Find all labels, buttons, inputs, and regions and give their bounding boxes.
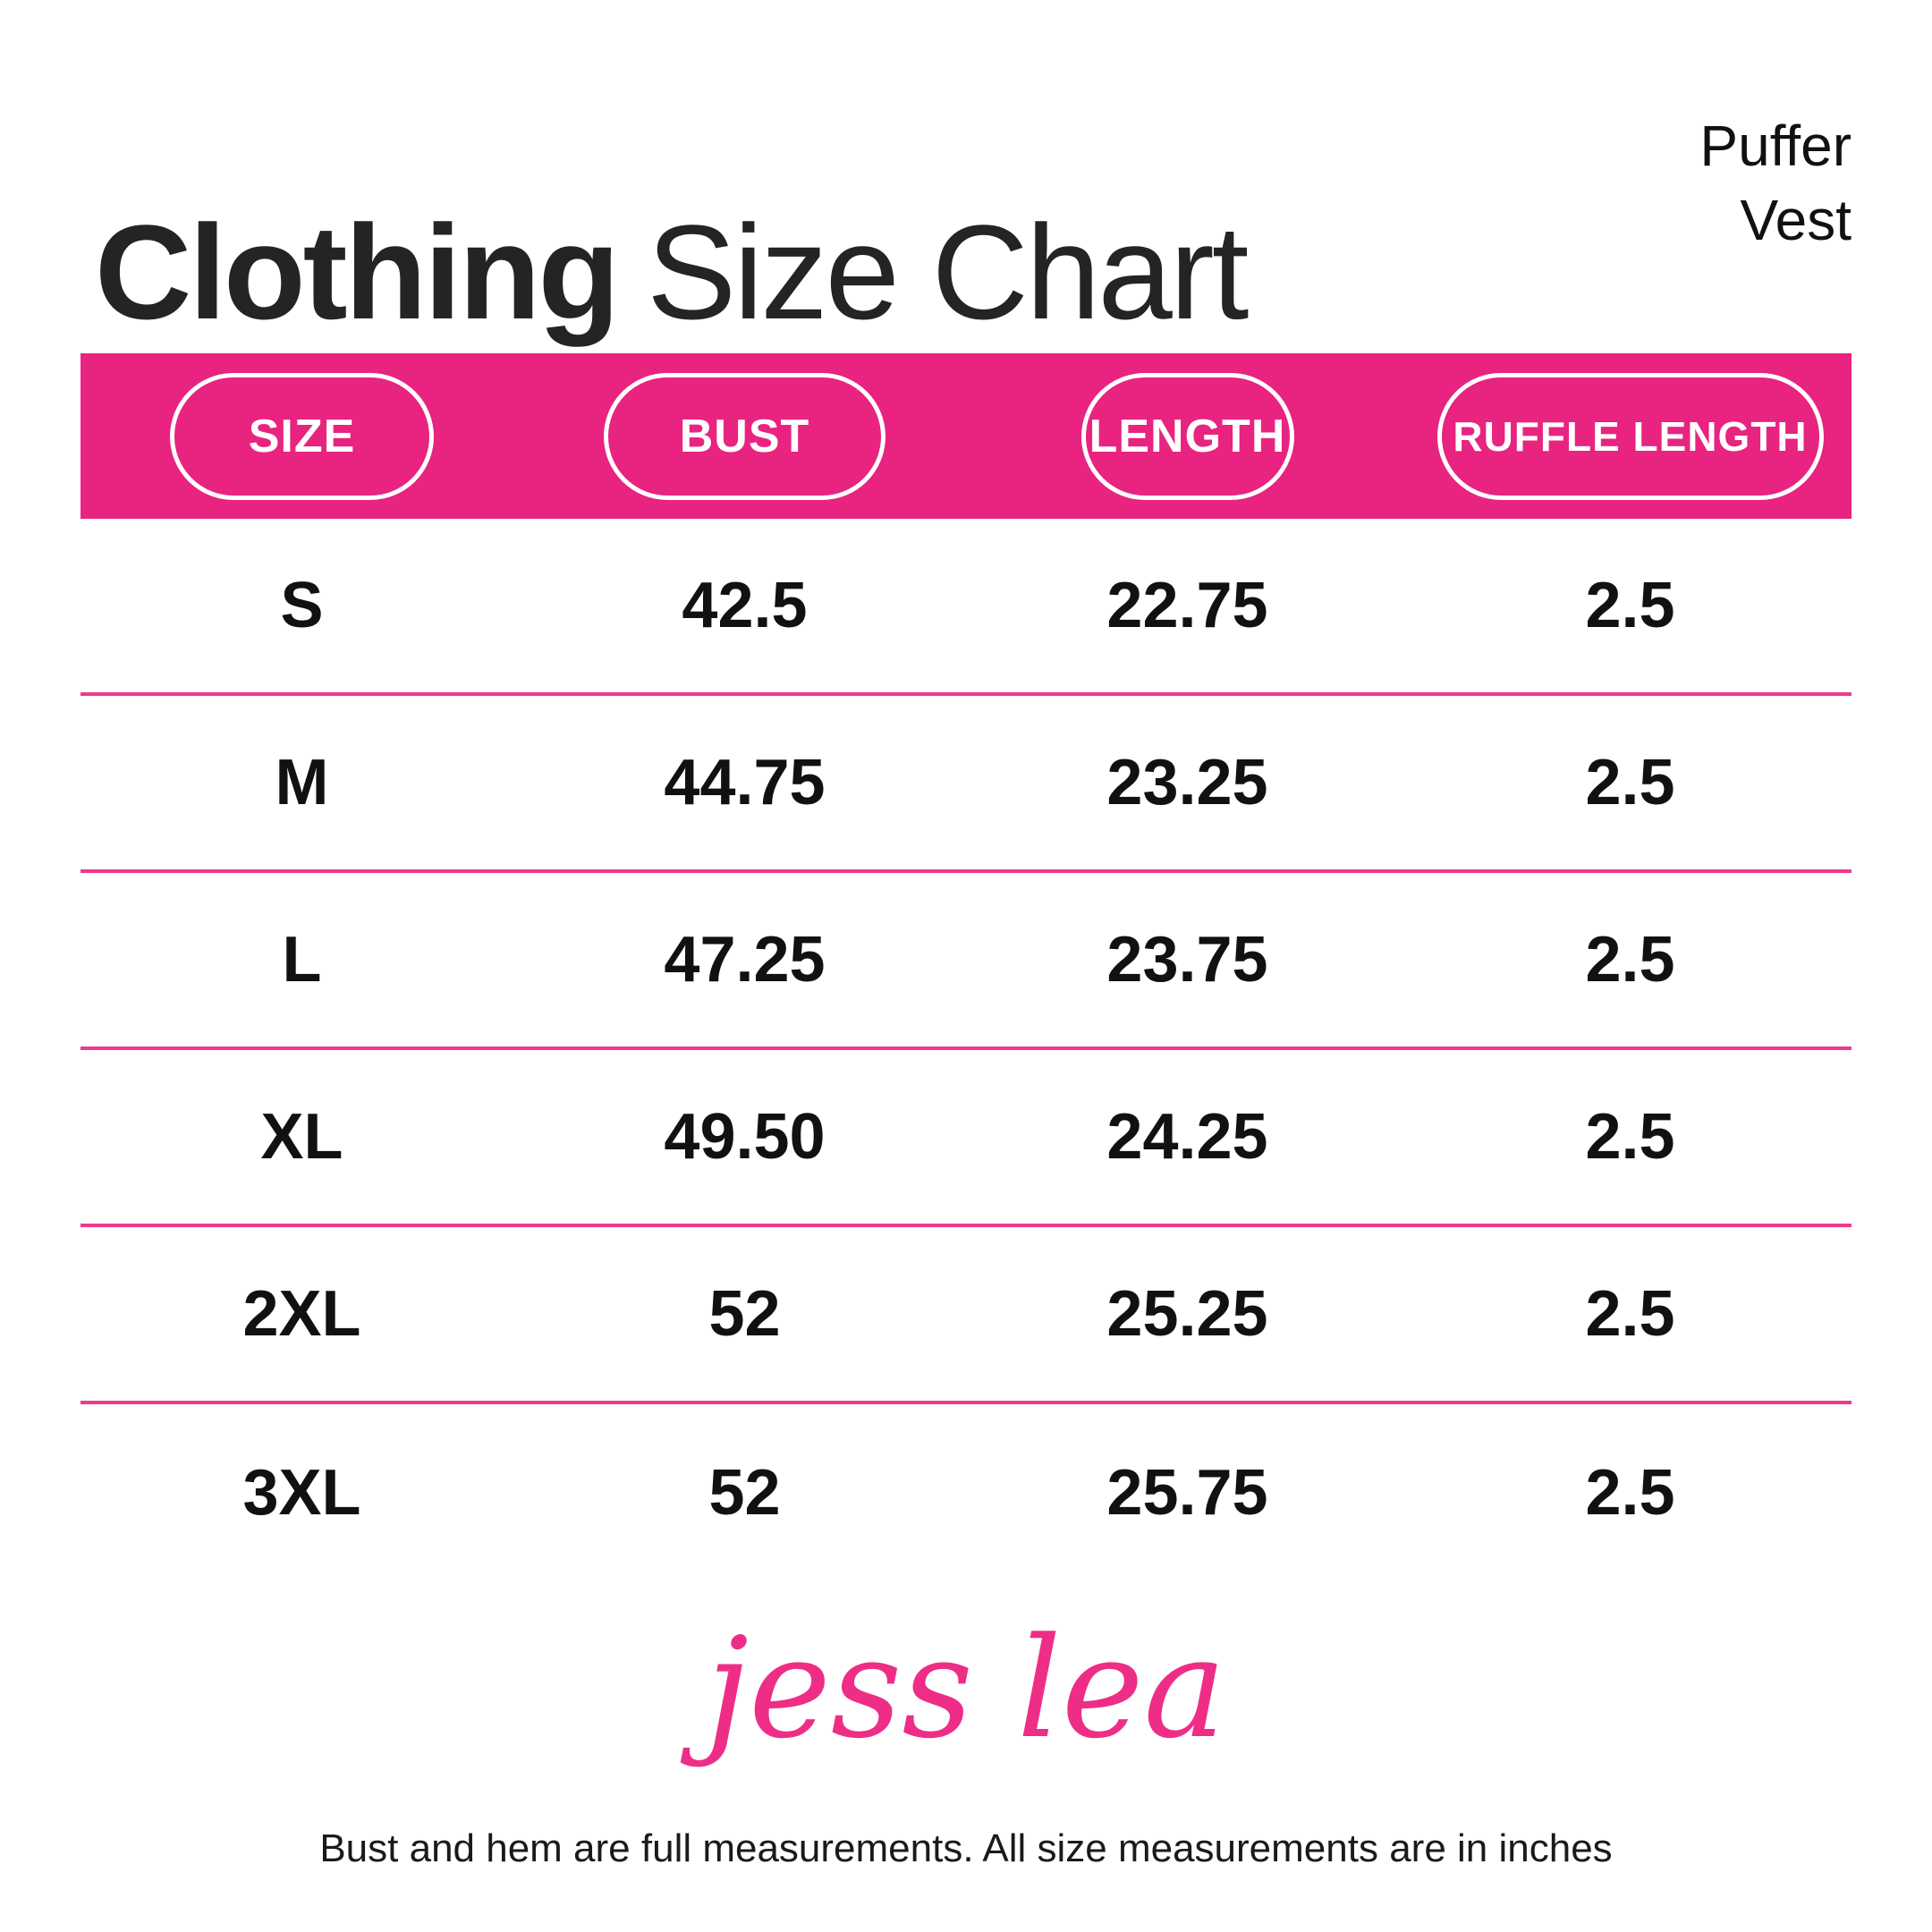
cell-bust: 44.75 [664, 747, 826, 818]
column-header-size: SIZE [170, 372, 434, 500]
cell-size: 2XL [242, 1278, 361, 1350]
table-row: 3XL 52 25.75 2.5 [80, 1404, 1852, 1581]
cell-length: 23.25 [1106, 747, 1268, 818]
page-title: Clothing Size Chart [95, 205, 1249, 339]
cell-ruffle-length: 2.5 [1585, 1457, 1675, 1529]
cell-length: 25.25 [1106, 1278, 1268, 1350]
table-row: L 47.25 23.75 2.5 [80, 873, 1852, 1050]
column-header-bust: BUST [604, 372, 886, 500]
cell-ruffle-length: 2.5 [1585, 570, 1675, 641]
header-col-size: SIZE [80, 372, 523, 500]
table-row: XL 49.50 24.25 2.5 [80, 1050, 1852, 1227]
page-title-bold: Clothing [95, 196, 620, 347]
cell-length: 22.75 [1106, 570, 1268, 641]
cell-size: S [280, 570, 324, 641]
cell-ruffle-length: 2.5 [1585, 747, 1675, 818]
product-name-line2: Vest [1740, 188, 1852, 253]
table-header-bar: SIZE BUST LENGTH RUFFLE LENGTH [80, 353, 1852, 519]
cell-bust: 47.25 [664, 924, 826, 996]
measurement-note: Bust and hem are full measurements. All … [319, 1826, 1613, 1870]
size-table-body: S 42.5 22.75 2.5 M 44.75 23.25 2.5 L 47.… [80, 519, 1852, 1581]
cell-length: 25.75 [1106, 1457, 1268, 1529]
table-row: 2XL 52 25.25 2.5 [80, 1227, 1852, 1404]
cell-ruffle-length: 2.5 [1585, 924, 1675, 996]
product-name: Puffer Vest [1699, 109, 1852, 258]
cell-length: 24.25 [1106, 1101, 1268, 1173]
cell-size: L [282, 924, 322, 996]
page-title-regular: Size Chart [647, 196, 1249, 347]
cell-size: 3XL [242, 1457, 361, 1529]
table-row: S 42.5 22.75 2.5 [80, 519, 1852, 696]
cell-size: XL [260, 1101, 343, 1173]
cell-bust: 42.5 [682, 570, 808, 641]
header-col-ruffle-length: RUFFLE LENGTH [1409, 372, 1852, 500]
header-col-bust: BUST [523, 372, 966, 500]
table-row: M 44.75 23.25 2.5 [80, 696, 1852, 873]
cell-length: 23.75 [1106, 924, 1268, 996]
column-header-length: LENGTH [1080, 372, 1294, 500]
column-header-ruffle-length: RUFFLE LENGTH [1436, 372, 1824, 500]
jess-lea-logo: jess lea [706, 1607, 1226, 1769]
cell-bust: 49.50 [664, 1101, 826, 1173]
cell-bust: 52 [708, 1278, 781, 1350]
cell-ruffle-length: 2.5 [1585, 1278, 1675, 1350]
cell-ruffle-length: 2.5 [1585, 1101, 1675, 1173]
cell-size: M [275, 747, 329, 818]
cell-bust: 52 [708, 1457, 781, 1529]
product-name-line1: Puffer [1699, 114, 1852, 178]
header-col-length: LENGTH [966, 372, 1409, 500]
